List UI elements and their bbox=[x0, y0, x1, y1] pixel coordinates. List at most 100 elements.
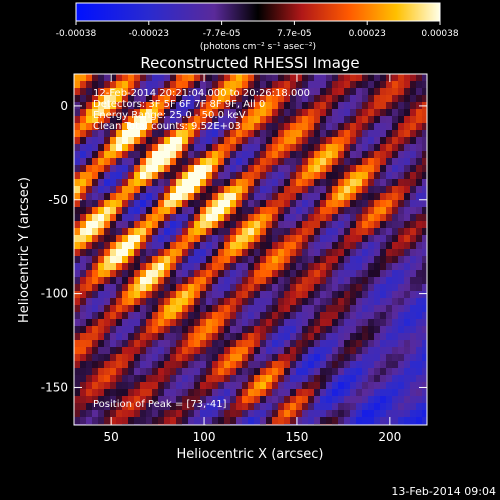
image-cell bbox=[146, 312, 153, 320]
image-cell bbox=[320, 270, 327, 278]
image-cell bbox=[344, 354, 351, 362]
image-cell bbox=[236, 319, 243, 327]
image-cell bbox=[356, 312, 363, 320]
image-cell bbox=[128, 207, 135, 215]
image-cell bbox=[98, 375, 105, 383]
image-cell bbox=[314, 410, 321, 418]
image-cell bbox=[410, 319, 417, 327]
image-cell bbox=[152, 368, 159, 376]
image-cell bbox=[134, 270, 141, 278]
image-cell bbox=[320, 347, 327, 355]
image-cell bbox=[386, 256, 393, 264]
image-cell bbox=[86, 193, 93, 201]
image-cell bbox=[386, 165, 393, 173]
image-cell bbox=[362, 410, 369, 418]
image-cell bbox=[404, 256, 411, 264]
image-cell bbox=[176, 305, 183, 313]
image-cell bbox=[368, 137, 375, 145]
image-cell bbox=[326, 102, 333, 110]
image-cell bbox=[212, 88, 219, 96]
image-cell bbox=[92, 298, 99, 306]
image-cell bbox=[338, 305, 345, 313]
image-cell bbox=[278, 186, 285, 194]
image-cell bbox=[218, 102, 225, 110]
image-cell bbox=[128, 221, 135, 229]
image-cell bbox=[416, 158, 423, 166]
image-cell bbox=[386, 361, 393, 369]
image-cell bbox=[74, 403, 81, 411]
image-cell bbox=[224, 403, 231, 411]
image-cell bbox=[410, 102, 417, 110]
image-cell bbox=[308, 137, 315, 145]
image-cell bbox=[308, 256, 315, 264]
image-cell bbox=[242, 333, 249, 341]
image-cell bbox=[80, 130, 87, 138]
image-cell bbox=[278, 256, 285, 264]
image-cell bbox=[422, 396, 427, 404]
image-cell bbox=[104, 249, 111, 257]
image-cell bbox=[392, 235, 399, 243]
image-cell bbox=[416, 144, 423, 152]
image-cell bbox=[302, 354, 309, 362]
image-cell bbox=[380, 375, 387, 383]
image-cell bbox=[350, 291, 357, 299]
image-cell bbox=[194, 193, 201, 201]
image-cell bbox=[320, 123, 327, 131]
image-cell bbox=[104, 200, 111, 208]
image-cell bbox=[116, 375, 123, 383]
image-cell bbox=[194, 291, 201, 299]
image-cell bbox=[278, 179, 285, 187]
image-cell bbox=[230, 193, 237, 201]
image-cell bbox=[170, 410, 177, 418]
image-cell bbox=[86, 305, 93, 313]
image-cell bbox=[290, 270, 297, 278]
image-cell bbox=[302, 88, 309, 96]
image-cell bbox=[182, 186, 189, 194]
image-cell bbox=[134, 144, 141, 152]
image-cell bbox=[212, 130, 219, 138]
image-cell bbox=[206, 312, 213, 320]
image-cell bbox=[230, 130, 237, 138]
image-cell bbox=[104, 361, 111, 369]
image-cell bbox=[152, 123, 159, 131]
image-cell bbox=[308, 396, 315, 404]
image-cell bbox=[410, 417, 417, 425]
image-cell bbox=[128, 179, 135, 187]
image-cell bbox=[386, 312, 393, 320]
image-cell bbox=[254, 263, 261, 271]
image-cell bbox=[92, 375, 99, 383]
image-cell bbox=[218, 249, 225, 257]
image-cell bbox=[92, 221, 99, 229]
image-cell bbox=[116, 137, 123, 145]
image-cell bbox=[278, 368, 285, 376]
image-cell bbox=[164, 116, 171, 124]
image-cell bbox=[128, 158, 135, 166]
image-cell bbox=[92, 130, 99, 138]
image-cell bbox=[398, 256, 405, 264]
image-cell bbox=[266, 319, 273, 327]
image-cell bbox=[398, 186, 405, 194]
image-cell bbox=[146, 81, 153, 89]
image-cell bbox=[146, 200, 153, 208]
image-cell bbox=[398, 151, 405, 159]
image-cell bbox=[80, 403, 87, 411]
image-cell bbox=[350, 333, 357, 341]
image-cell bbox=[332, 88, 339, 96]
image-cell bbox=[368, 340, 375, 348]
image-cell bbox=[362, 88, 369, 96]
image-cell bbox=[272, 340, 279, 348]
image-cell bbox=[152, 221, 159, 229]
image-cell bbox=[368, 361, 375, 369]
image-cell bbox=[74, 151, 81, 159]
image-cell bbox=[380, 277, 387, 285]
image-cell bbox=[368, 242, 375, 250]
image-cell bbox=[254, 137, 261, 145]
image-cell bbox=[338, 116, 345, 124]
image-cell bbox=[326, 137, 333, 145]
image-cell bbox=[110, 207, 117, 215]
image-cell bbox=[386, 389, 393, 397]
image-cell bbox=[128, 256, 135, 264]
image-cell bbox=[308, 382, 315, 390]
image-cell bbox=[116, 354, 123, 362]
image-cell bbox=[278, 410, 285, 418]
